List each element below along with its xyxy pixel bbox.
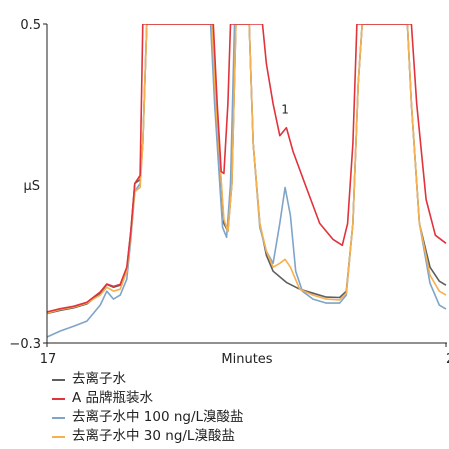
legend-swatch [52,378,65,381]
y-tick-label-bottom: −0.3 [9,337,41,352]
legend-label: 去离子水中 100 ng/L溴酸盐 [72,409,244,425]
legend-label: 去离子水 [72,371,126,387]
peak-annotation: 1 [281,103,289,117]
series-line-2 [47,24,447,338]
series-layer [47,24,447,338]
legend-item-bromate-30: 去离子水中 30 ng/L溴酸盐 [52,427,442,446]
legend-label: 去离子水中 30 ng/L溴酸盐 [72,428,235,444]
legend-label: A 品牌瓶装水 [72,390,154,406]
legend-swatch [52,397,65,400]
legend-swatch [52,435,65,438]
y-axis-label: µS [23,179,40,194]
x-axis-label: Minutes [221,352,272,367]
y-tick-label-top: 0.5 [20,18,41,33]
legend-swatch [52,416,65,419]
legend: 去离子水 A 品牌瓶装水 去离子水中 100 ng/L溴酸盐 去离子水中 30 … [52,370,442,446]
x-tick-label-right: 20 [446,352,449,367]
legend-item-bromate-100: 去离子水中 100 ng/L溴酸盐 [52,408,442,427]
series-line-1 [47,24,447,313]
legend-item-brand-a-bottled-water: A 品牌瓶装水 [52,389,442,408]
series-line-3 [47,24,447,314]
series-line-0 [47,24,447,315]
x-tick-label-left: 17 [40,352,57,367]
legend-item-deionized-water: 去离子水 [52,370,442,389]
